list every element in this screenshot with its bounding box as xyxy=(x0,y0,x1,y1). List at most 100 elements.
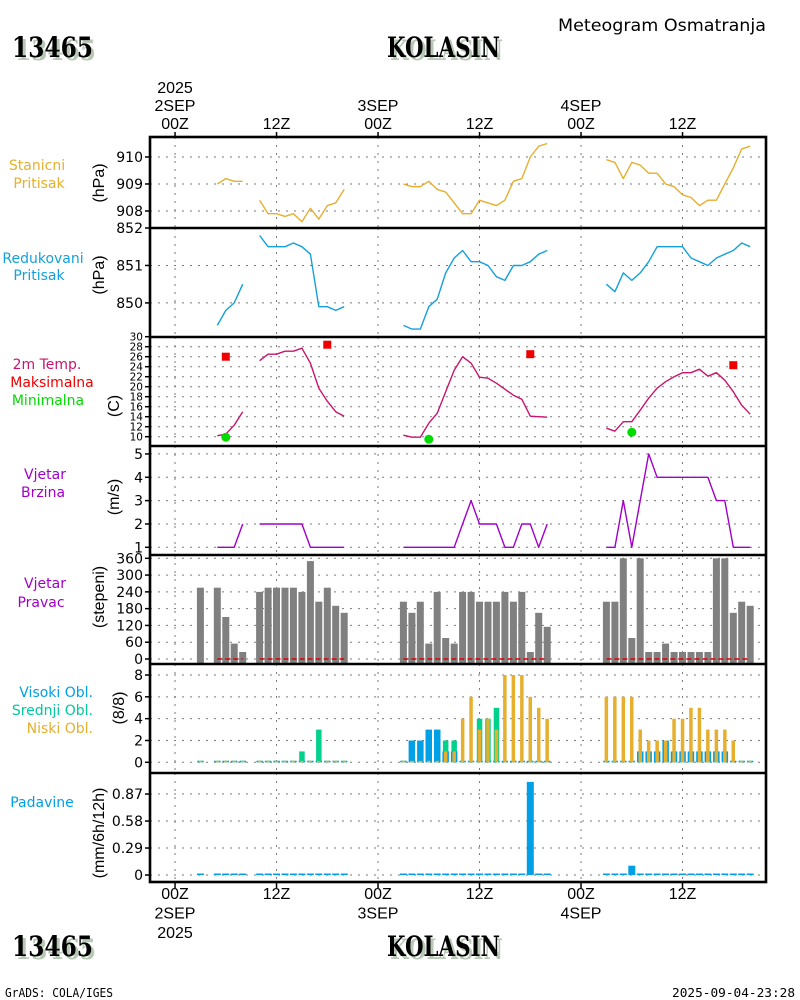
x-tick-label-bottom: 4SEP xyxy=(561,906,602,923)
temperature-line xyxy=(217,411,244,437)
panel-label-max-temp: Maksimalna xyxy=(10,375,94,391)
wind-direction-bar xyxy=(653,652,661,664)
cloud-low-bar xyxy=(494,729,499,763)
x-tick-label-top: 3SEP xyxy=(358,98,399,115)
station-name: KOLASIN xyxy=(387,31,500,64)
cloud-low-bar xyxy=(486,718,490,763)
panel-clouds: 0 2 4 6 8 xyxy=(134,662,766,773)
y-tick-label: 0 xyxy=(134,755,143,771)
precipitation-bar xyxy=(602,873,610,875)
y-tick-label: 5 xyxy=(134,447,143,463)
wind-direction-bar xyxy=(213,587,221,664)
wind-direction-bar xyxy=(222,617,230,664)
precipitation-bar xyxy=(619,873,627,875)
cloud-low-bar xyxy=(748,760,752,763)
precipitation-bar xyxy=(484,873,492,875)
wind-direction-bar xyxy=(670,652,678,664)
wind-direction-bar xyxy=(425,643,433,664)
y-tick-label: 300 xyxy=(116,568,143,584)
min-temp-marker xyxy=(221,432,231,442)
panel-wind-speed: 1 2 3 4 5 xyxy=(134,444,766,556)
reduced-pressure-line xyxy=(259,235,345,312)
y-tick-label: 16 xyxy=(130,402,144,414)
precipitation-bar xyxy=(416,873,424,875)
wind-direction-bar xyxy=(492,601,500,664)
y-tick-label: 6 xyxy=(134,690,143,706)
wind-direction-bar xyxy=(273,587,280,664)
y-tick-label: 8 xyxy=(134,668,143,684)
cloud-low-bar xyxy=(706,729,710,763)
precipitation-bar xyxy=(628,865,636,875)
wind-direction-bar xyxy=(332,605,340,664)
precipitation-bar xyxy=(467,873,475,875)
cloud-low-bar xyxy=(731,740,735,763)
cloud-low-bar xyxy=(325,760,329,763)
wind-direction-bar xyxy=(501,591,509,664)
wind-direction-bar xyxy=(729,612,737,664)
cloud-low-bar xyxy=(317,760,321,763)
panel-label-reduced-pressure-1: Redukovani xyxy=(2,251,83,267)
cloud-low-bar xyxy=(630,696,634,763)
wind-direction-bar xyxy=(306,561,314,664)
cloud-low-bar xyxy=(511,675,516,763)
x-tick-label-top: 2SEP xyxy=(155,98,196,115)
wind-direction-bar xyxy=(408,612,416,664)
cloud-low-bar xyxy=(714,729,719,763)
wind-direction-bar xyxy=(721,558,729,664)
y-tick-label: 0.29 xyxy=(112,841,143,857)
x-tick-label-bottom: 00Z xyxy=(161,886,189,903)
precipitation-bar xyxy=(425,873,433,875)
y-tick-label: 12 xyxy=(130,422,143,434)
panel-label-precipitation: Padavine xyxy=(10,795,74,811)
precipitation-bar xyxy=(306,873,314,875)
generated-timestamp: 2025-09-04-23:28 xyxy=(672,986,795,1000)
station-pressure-line xyxy=(259,189,345,223)
precipitation-bar xyxy=(636,873,644,875)
precipitation-bar xyxy=(518,873,526,875)
panel-label-wind-direction-1: Vjetar xyxy=(24,576,66,592)
wind-direction-bar xyxy=(196,587,204,664)
precipitation-bar xyxy=(679,873,686,875)
temperature-line xyxy=(606,368,751,432)
cloud-low-bar xyxy=(613,696,617,763)
cloud-low-bar xyxy=(342,760,346,763)
precipitation-bar xyxy=(509,873,517,875)
cloud-low-bar xyxy=(646,740,651,763)
y-tick-label: 18 xyxy=(130,392,143,404)
wind-direction-bar xyxy=(476,601,483,664)
y-tick-label: 28 xyxy=(130,342,143,354)
precipitation-bar xyxy=(526,781,534,875)
wind-direction-bar xyxy=(687,652,695,664)
max-temp-marker xyxy=(526,350,535,359)
y-tick-label: 4 xyxy=(134,712,143,728)
precipitation-bar xyxy=(222,873,230,875)
wind-direction-bar xyxy=(433,591,441,664)
y-tick-label: 852 xyxy=(116,221,143,237)
station-id-shadow: 13465 xyxy=(15,34,96,67)
precipitation-bar xyxy=(501,873,509,875)
cloud-low-bar xyxy=(528,696,532,763)
y-tick-label: 0 xyxy=(134,868,143,884)
temperature-line xyxy=(403,356,548,438)
wind-direction-bar xyxy=(450,643,458,664)
cloud-low-bar xyxy=(274,760,279,763)
wind-direction-bar xyxy=(399,601,407,664)
cloud-low-bar xyxy=(266,760,270,763)
precipitation-bar xyxy=(264,873,272,875)
footer: 13465 13465 KOLASIN KOLASIN GrADS: COLA/… xyxy=(5,930,795,1000)
y-tick-label: 26 xyxy=(130,352,144,364)
cloud-medium-bar xyxy=(299,751,305,763)
x-tick-label-top: 00Z xyxy=(161,116,189,133)
y-tick-label: 22 xyxy=(130,372,143,384)
cloud-low-bar xyxy=(503,675,507,763)
station-pressure-line xyxy=(606,145,751,207)
reduced-pressure-line xyxy=(605,242,751,293)
wind-speed-line xyxy=(259,523,345,548)
wind-direction-bar xyxy=(712,558,720,664)
unit-label-station-pressure: (hPa) xyxy=(91,163,108,202)
x-tick-label-top: 00Z xyxy=(567,116,595,133)
unit-label-wind-speed: (m/s) xyxy=(106,479,123,515)
